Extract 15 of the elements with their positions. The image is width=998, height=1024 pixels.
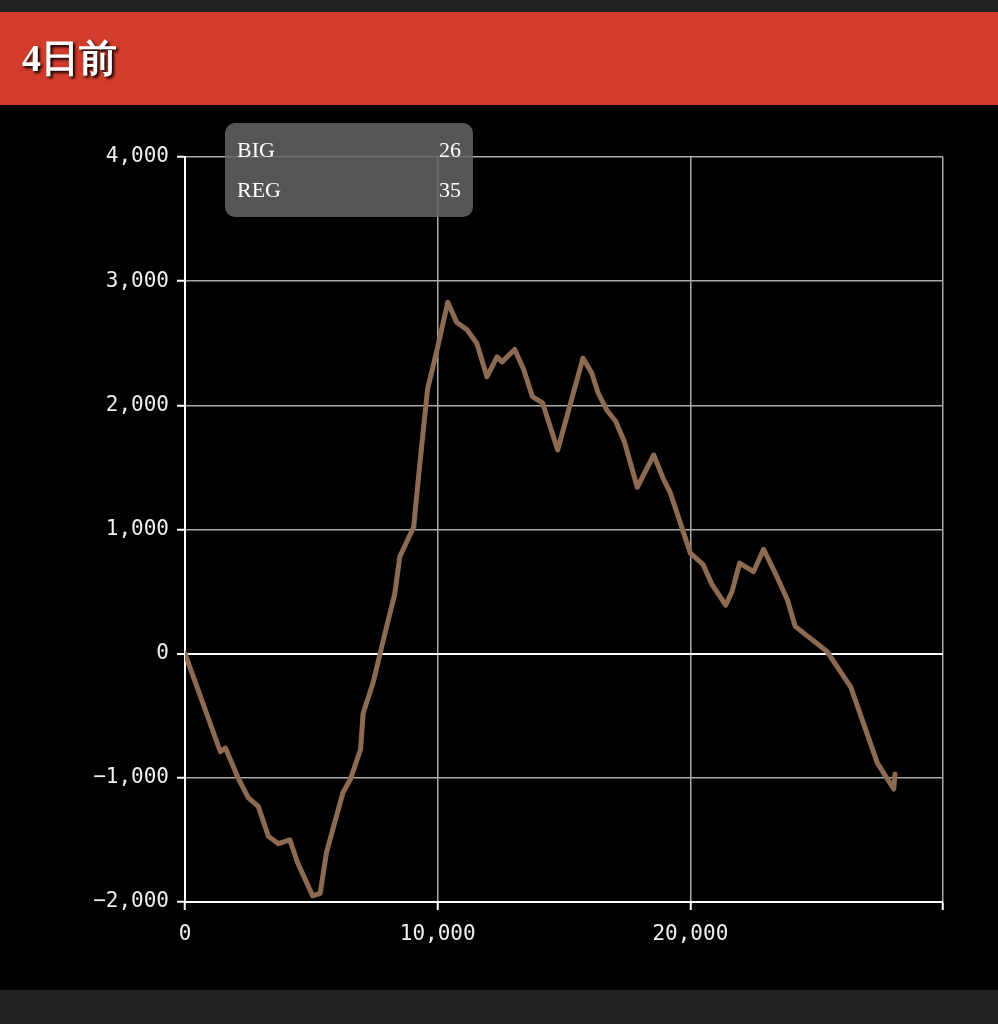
annotation: BIG — [237, 137, 276, 163]
annotation: 26 — [438, 137, 461, 163]
chart-title: 4日前 — [0, 12, 998, 105]
y-tick-label: 1,000 — [105, 515, 169, 540]
y-tick-label: 3,000 — [105, 267, 169, 292]
annotation: REG — [237, 177, 282, 203]
x-tick-label: 10,000 — [399, 921, 476, 946]
y-tick-label: 0 — [156, 640, 169, 665]
x-tick-label: 20,000 — [652, 921, 729, 946]
y-tick-label: 4,000 — [105, 143, 169, 168]
y-tick-label: −1,000 — [93, 764, 169, 789]
x-tick-label: 0 — [178, 921, 192, 946]
annotation: 35 — [438, 177, 461, 203]
y-tick-label: 2,000 — [105, 391, 169, 416]
y-tick-label: −2,000 — [93, 888, 169, 913]
